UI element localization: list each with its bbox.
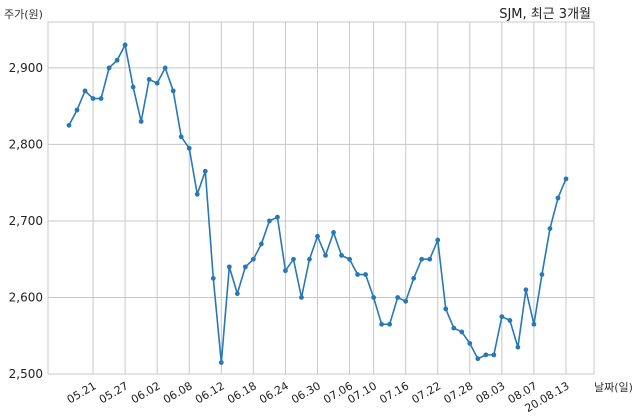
data-point <box>411 275 417 281</box>
data-point <box>531 321 537 327</box>
x-tick-label: 08.03 <box>474 379 508 406</box>
y-tick-label: 2,900 <box>9 61 43 75</box>
x-tick-label: 05.27 <box>97 379 131 406</box>
data-point <box>443 306 449 312</box>
y-tick-label: 2,600 <box>9 290 43 304</box>
data-point <box>218 360 224 365</box>
data-point <box>427 256 433 262</box>
data-point <box>339 252 344 258</box>
data-point <box>539 272 545 277</box>
data-point <box>363 272 368 277</box>
x-tick-label: 06.30 <box>289 379 323 406</box>
data-point <box>515 344 521 350</box>
data-point <box>491 352 497 358</box>
data-point <box>555 195 561 201</box>
data-point <box>114 57 120 63</box>
data-point <box>130 84 136 90</box>
data-point <box>98 96 104 101</box>
data-point <box>250 256 256 262</box>
data-point <box>395 295 401 300</box>
x-axis: 05.2105.2706.0206.0806.1206.1806.2406.30… <box>65 379 572 415</box>
data-point <box>299 295 304 300</box>
y-axis: 2,500 2,600 2,700 2,800 2,900 <box>9 61 43 381</box>
data-point <box>194 191 200 197</box>
data-point <box>435 237 441 243</box>
data-point <box>347 256 352 262</box>
data-point <box>74 107 80 113</box>
data-point <box>459 329 465 335</box>
data-point <box>202 168 208 174</box>
data-point <box>379 321 385 327</box>
data-point <box>267 218 272 224</box>
x-tick-label: 06.18 <box>225 379 259 406</box>
data-point <box>122 42 128 48</box>
data-point <box>547 226 553 232</box>
y-tick-label: 2,700 <box>9 214 43 228</box>
data-point <box>355 272 360 277</box>
data-point <box>275 214 280 220</box>
data-point <box>234 291 240 297</box>
data-point <box>499 314 505 320</box>
data-point <box>323 252 328 258</box>
data-point <box>242 264 248 270</box>
data-point <box>315 233 320 239</box>
y-axis-label: 주가(원) <box>4 8 43 21</box>
plot-frame <box>47 21 595 375</box>
data-point <box>154 80 160 86</box>
y-tick-label: 2,500 <box>9 367 43 381</box>
grid-layer <box>48 22 594 375</box>
data-point <box>451 325 457 331</box>
x-tick-label: 06.08 <box>161 379 195 406</box>
data-point <box>563 176 569 182</box>
data-point <box>66 122 72 128</box>
data-point <box>291 256 296 262</box>
data-point <box>507 318 513 323</box>
data-point <box>90 96 96 101</box>
data-point <box>331 230 336 235</box>
data-point <box>467 340 473 346</box>
data-point <box>371 295 377 300</box>
y-tick-label: 2,800 <box>9 137 43 151</box>
data-point <box>106 65 112 71</box>
x-tick-label: 05.21 <box>65 379 99 406</box>
x-tick-label: 06.12 <box>193 379 227 406</box>
data-point <box>210 275 216 281</box>
data-point <box>387 321 393 327</box>
x-axis-label: 날짜(일) <box>594 380 633 394</box>
data-point <box>475 356 481 362</box>
data-point <box>307 256 312 262</box>
chart-title: SJM, 최근 3개월 <box>499 7 591 22</box>
data-point <box>82 88 88 94</box>
data-point <box>403 298 409 304</box>
data-point <box>283 268 288 274</box>
x-tick-label: 06.02 <box>129 379 163 406</box>
x-tick-label: 07.16 <box>377 379 411 406</box>
x-tick-label: 07.22 <box>409 379 443 406</box>
data-point <box>483 352 489 358</box>
x-tick-label: 07.28 <box>442 379 476 406</box>
data-point <box>178 134 184 140</box>
data-point <box>186 145 192 151</box>
data-point <box>170 88 176 94</box>
data-point <box>419 256 425 262</box>
data-point <box>258 241 264 247</box>
x-tick-label: 06.24 <box>257 379 291 406</box>
data-point <box>162 65 168 71</box>
data-points <box>66 42 569 365</box>
data-point <box>226 264 232 270</box>
data-point <box>138 119 144 124</box>
data-point <box>146 76 152 82</box>
data-point <box>523 287 529 293</box>
